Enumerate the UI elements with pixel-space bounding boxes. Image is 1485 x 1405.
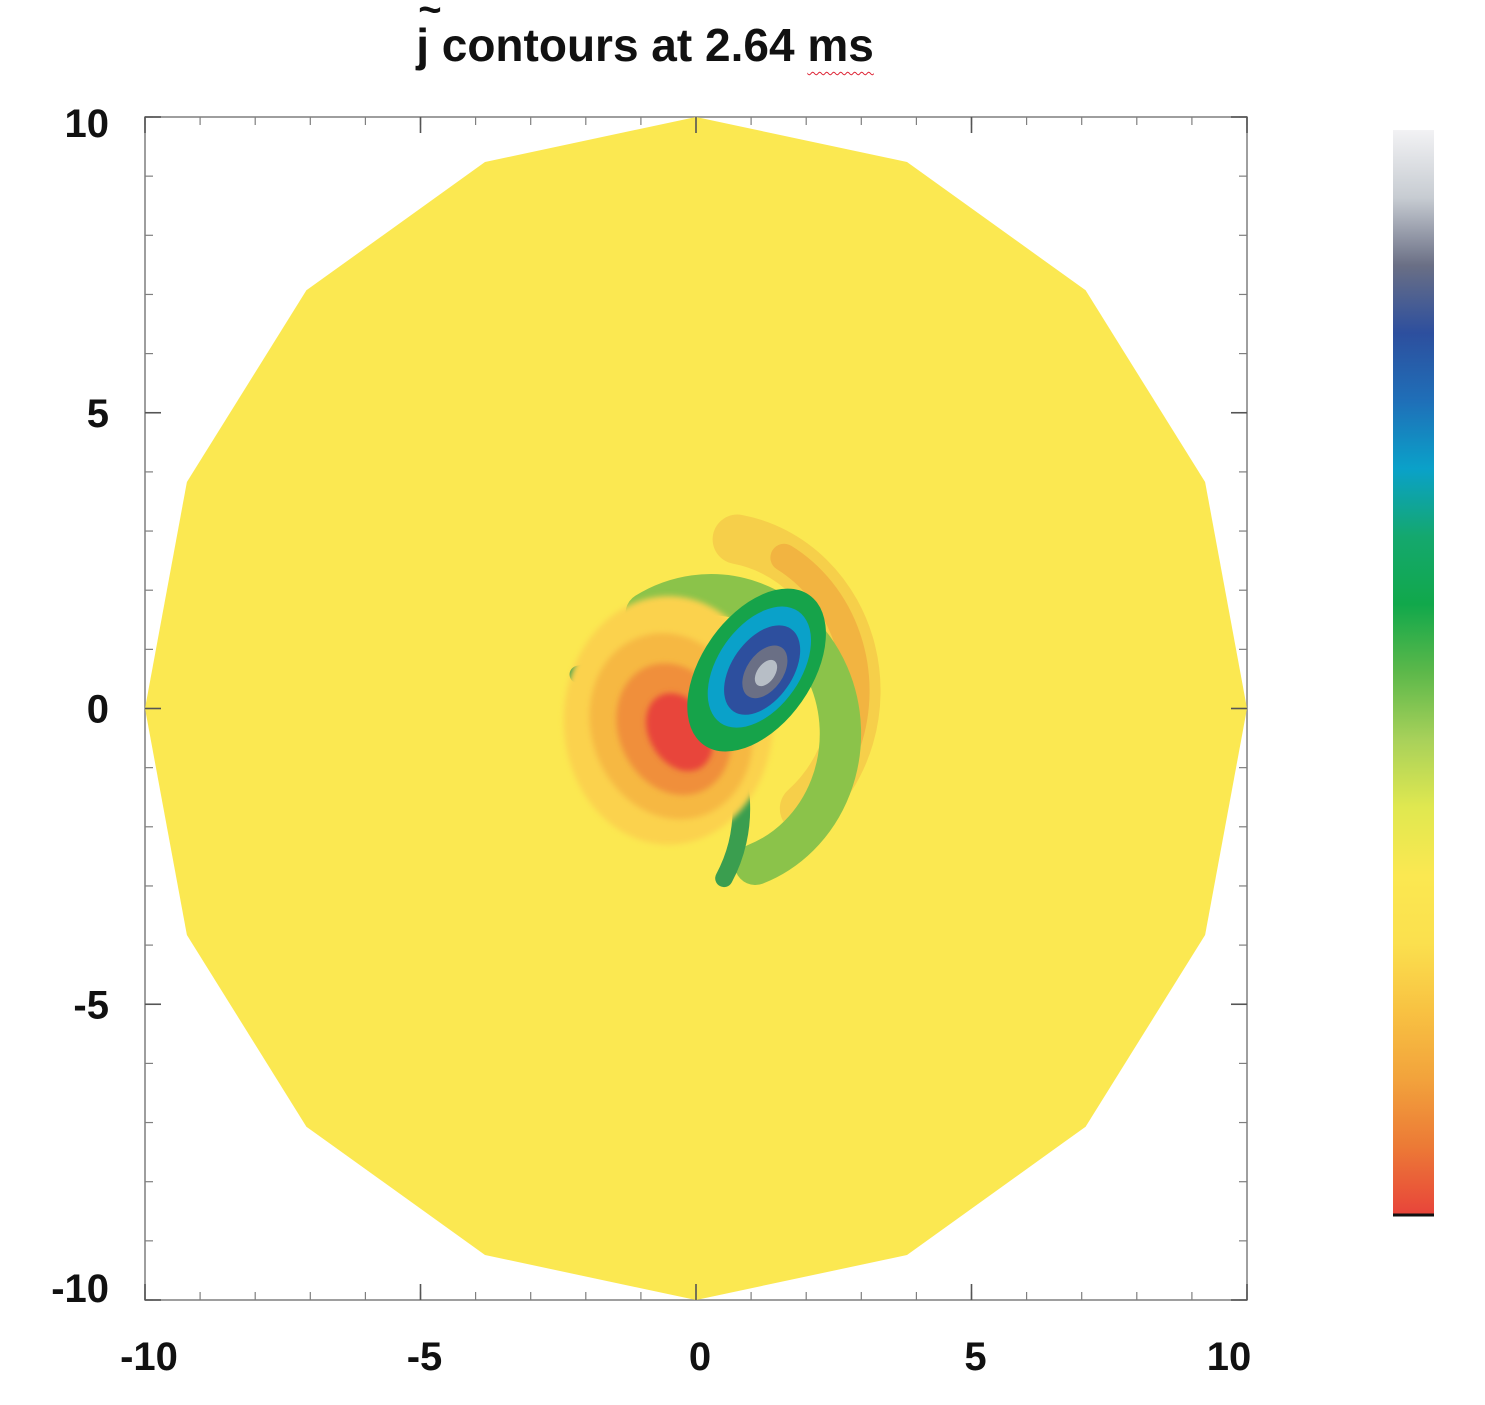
chart-title: ~ j contours at 2.64 ms (0, 0, 1290, 72)
green-ring-arc (625, 574, 862, 886)
x-tick-label: 0 (689, 1335, 711, 1379)
contour-features (563, 514, 881, 888)
colorbar (1393, 130, 1434, 1214)
x-tick-label: -5 (407, 1335, 443, 1379)
y-tick-label: 5 (87, 392, 109, 436)
y-tick-label: -10 (51, 1267, 109, 1311)
pos-lobe-level-5 (754, 659, 778, 687)
title-unit: ms (807, 19, 874, 71)
title-text: contours at 2.64 (441, 19, 808, 71)
y-tick-label: 10 (65, 102, 110, 146)
title-symbol-accent: ~ (418, 0, 442, 32)
x-tick-labels: -10 -5 0 5 10 (120, 1335, 1251, 1379)
major-ticks (144, 116, 1248, 1301)
y-tick-label: -5 (73, 983, 109, 1027)
title-symbol: ~ j (416, 0, 441, 72)
y-tick-labels: 10 5 0 -5 -10 (51, 102, 109, 1311)
y-tick-label: 0 (87, 688, 109, 732)
x-tick-label: 5 (964, 1335, 986, 1379)
x-tick-label: -10 (120, 1335, 178, 1379)
x-tick-label: 10 (1207, 1335, 1252, 1379)
